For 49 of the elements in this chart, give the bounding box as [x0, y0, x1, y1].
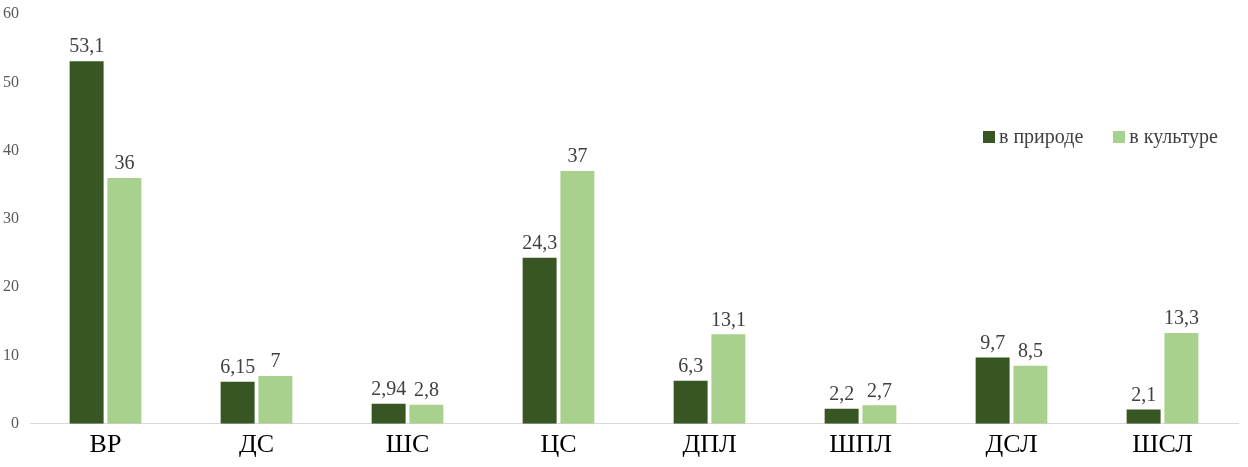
- data-label: 6,15: [220, 355, 256, 378]
- legend-label: в культуре: [1129, 125, 1218, 148]
- bar: [69, 61, 104, 424]
- data-label: 24,3: [522, 231, 558, 254]
- bar: [522, 257, 557, 424]
- data-label: 7: [270, 349, 281, 372]
- x-tick-label: ВР: [89, 429, 122, 459]
- bar: [673, 380, 708, 424]
- data-label: 2,94: [371, 376, 407, 399]
- x-tick-label: ЦС: [540, 429, 577, 459]
- data-label: 53,1: [69, 34, 105, 57]
- bar: [862, 405, 897, 424]
- bar: [258, 375, 293, 424]
- bar: [220, 381, 255, 424]
- y-tick-label: 0: [11, 414, 19, 431]
- data-label: 36: [114, 151, 135, 174]
- bar: [1013, 365, 1048, 424]
- data-label: 2,8: [413, 377, 439, 400]
- y-tick-label: 60: [3, 4, 19, 22]
- bar: [824, 408, 859, 424]
- data-label: 6,3: [678, 354, 704, 377]
- bar: [107, 177, 142, 424]
- x-tick-label: ШПЛ: [829, 429, 892, 459]
- x-tick-label: ШСЛ: [1132, 429, 1193, 459]
- data-label: 13,3: [1163, 306, 1199, 329]
- y-tick-label: 30: [3, 209, 19, 227]
- x-tick-label: ДС: [238, 429, 275, 459]
- y-tick-label: 10: [3, 345, 19, 363]
- bar: [371, 403, 406, 424]
- x-tick-label: ДСЛ: [985, 429, 1038, 459]
- bar: [975, 357, 1010, 424]
- data-label: 8,5: [1017, 338, 1043, 361]
- bar: [560, 171, 595, 424]
- bar: [1126, 409, 1161, 424]
- y-tick-label: 20: [3, 277, 19, 295]
- bar: [1164, 332, 1199, 424]
- data-label: 2,7: [866, 378, 892, 401]
- bar: [409, 404, 444, 424]
- bar: [711, 334, 746, 424]
- x-tick-label: ШС: [385, 429, 430, 459]
- y-tick-label: 50: [3, 72, 19, 90]
- data-label: 37: [567, 144, 588, 167]
- data-label: 2,2: [829, 382, 855, 405]
- y-tick-label: 40: [3, 140, 19, 158]
- data-label: 9,7: [980, 330, 1006, 353]
- data-label: 13,1: [710, 307, 746, 330]
- data-label: 2,1: [1131, 382, 1157, 405]
- x-tick-label: ДПЛ: [682, 429, 737, 459]
- legend-label: в природе: [998, 125, 1084, 148]
